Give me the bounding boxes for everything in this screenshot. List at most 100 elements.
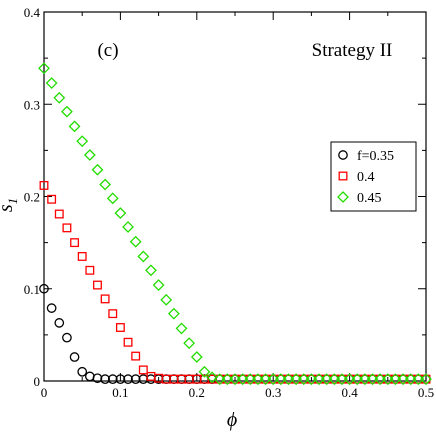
data-point-square [108, 309, 118, 319]
data-point-diamond [420, 373, 432, 386]
data-point-square [70, 238, 80, 248]
data-point-diamond [381, 373, 394, 386]
data-marks [38, 62, 432, 386]
x-tick-label: 0.5 [418, 385, 434, 400]
strategy-annotation: Strategy II [312, 40, 393, 61]
data-point-square [93, 280, 102, 290]
data-point-diamond [160, 293, 173, 306]
x-axis-label: ϕ [227, 409, 237, 431]
data-point-circle [100, 374, 110, 385]
data-point-diamond [206, 371, 218, 384]
series-3 [38, 62, 432, 386]
data-point-diamond [137, 250, 150, 263]
data-point-square [47, 194, 57, 204]
y-axis-ticks: 0 0.1 0.2 0.3 0.4 [24, 5, 426, 389]
data-point-diamond [313, 373, 325, 386]
data-point-diamond [397, 373, 409, 386]
data-point-diamond [236, 373, 249, 386]
data-point-diamond [175, 322, 188, 335]
data-point-diamond [305, 373, 318, 386]
data-point-diamond [221, 373, 234, 386]
data-point-diamond [404, 373, 417, 386]
data-point-diamond [259, 373, 272, 386]
legend-label-series-3: 0.45 [357, 191, 382, 206]
data-point-diamond [290, 373, 303, 386]
data-point-square [85, 265, 95, 275]
data-point-diamond [106, 192, 119, 205]
legend-label-series-1: f=0.35 [357, 149, 394, 164]
data-point-circle [54, 318, 65, 328]
y-tick-label: 0.4 [24, 5, 41, 20]
data-point-diamond [252, 373, 264, 386]
y-tick-label: 0.2 [24, 190, 40, 205]
data-point-diamond [267, 373, 280, 386]
data-point-diamond [145, 264, 157, 277]
panel-label: (c) [97, 40, 118, 61]
y-tick-label: 0.1 [24, 282, 40, 297]
data-point-circle [92, 373, 103, 384]
data-point-diamond [68, 120, 81, 133]
data-point-circle [46, 303, 57, 313]
data-point-square [421, 374, 431, 384]
data-point-diamond [358, 373, 371, 386]
data-point-circle [115, 374, 126, 385]
data-point-diamond [297, 373, 310, 386]
data-point-diamond [190, 351, 203, 363]
data-point-diamond [282, 373, 295, 386]
x-tick-label: 0.2 [189, 385, 205, 400]
data-point-diamond [198, 365, 211, 378]
data-point-diamond [76, 135, 89, 148]
legend: f=0.35 0.4 0.45 [330, 141, 417, 212]
data-point-circle [62, 332, 72, 343]
series-2 [39, 180, 431, 384]
x-tick-label: 0 [41, 385, 48, 400]
y-tick-label: 0.3 [24, 97, 40, 112]
data-point-diamond [122, 221, 134, 233]
x-tick-label: 0.1 [112, 385, 128, 400]
data-point-diamond [99, 178, 112, 191]
data-point-diamond [351, 373, 364, 386]
data-point-square [100, 294, 110, 304]
data-point-diamond [328, 373, 341, 386]
series-1 [39, 283, 431, 385]
data-point-diamond [45, 77, 58, 89]
data-point-diamond [53, 91, 66, 104]
data-point-diamond [412, 373, 425, 386]
data-point-diamond [343, 373, 356, 386]
legend-symbol-circle [338, 150, 348, 160]
data-point-diamond [152, 279, 165, 291]
data-point-square [39, 180, 49, 190]
data-point-square [123, 337, 133, 347]
svg-text:s1: s1 [0, 198, 20, 212]
x-tick-label: 0.3 [265, 385, 281, 400]
y-axis-label-subscript: 1 [5, 198, 20, 205]
data-point-diamond [61, 105, 73, 118]
y-axis-label-group: s1 [0, 198, 20, 212]
x-tick-label: 0.4 [341, 385, 358, 400]
data-point-square [54, 209, 64, 219]
data-point-diamond [336, 373, 348, 386]
data-point-diamond [91, 163, 104, 176]
data-point-diamond [274, 373, 287, 386]
data-point-diamond [167, 307, 180, 320]
data-point-square [62, 223, 72, 233]
data-point-circle [39, 283, 49, 294]
data-point-diamond [213, 373, 226, 386]
y-axis-label: s [0, 204, 17, 212]
data-point-diamond [389, 373, 402, 386]
data-point-diamond [83, 149, 96, 161]
data-point-circle [107, 374, 118, 385]
data-point-diamond [320, 373, 333, 386]
data-point-square [138, 365, 148, 375]
data-point-square [115, 323, 125, 332]
data-point-diamond [244, 373, 257, 386]
data-point-circle [130, 374, 141, 385]
data-point-circle [123, 374, 133, 385]
data-point-diamond [129, 235, 142, 248]
data-point-diamond [229, 373, 241, 386]
legend-symbol-diamond [337, 191, 349, 203]
data-point-diamond [374, 373, 387, 386]
x-axis-ticks: 0 0.1 0.2 0.3 0.4 0.5 [41, 12, 434, 400]
legend-symbol-square [338, 171, 348, 181]
